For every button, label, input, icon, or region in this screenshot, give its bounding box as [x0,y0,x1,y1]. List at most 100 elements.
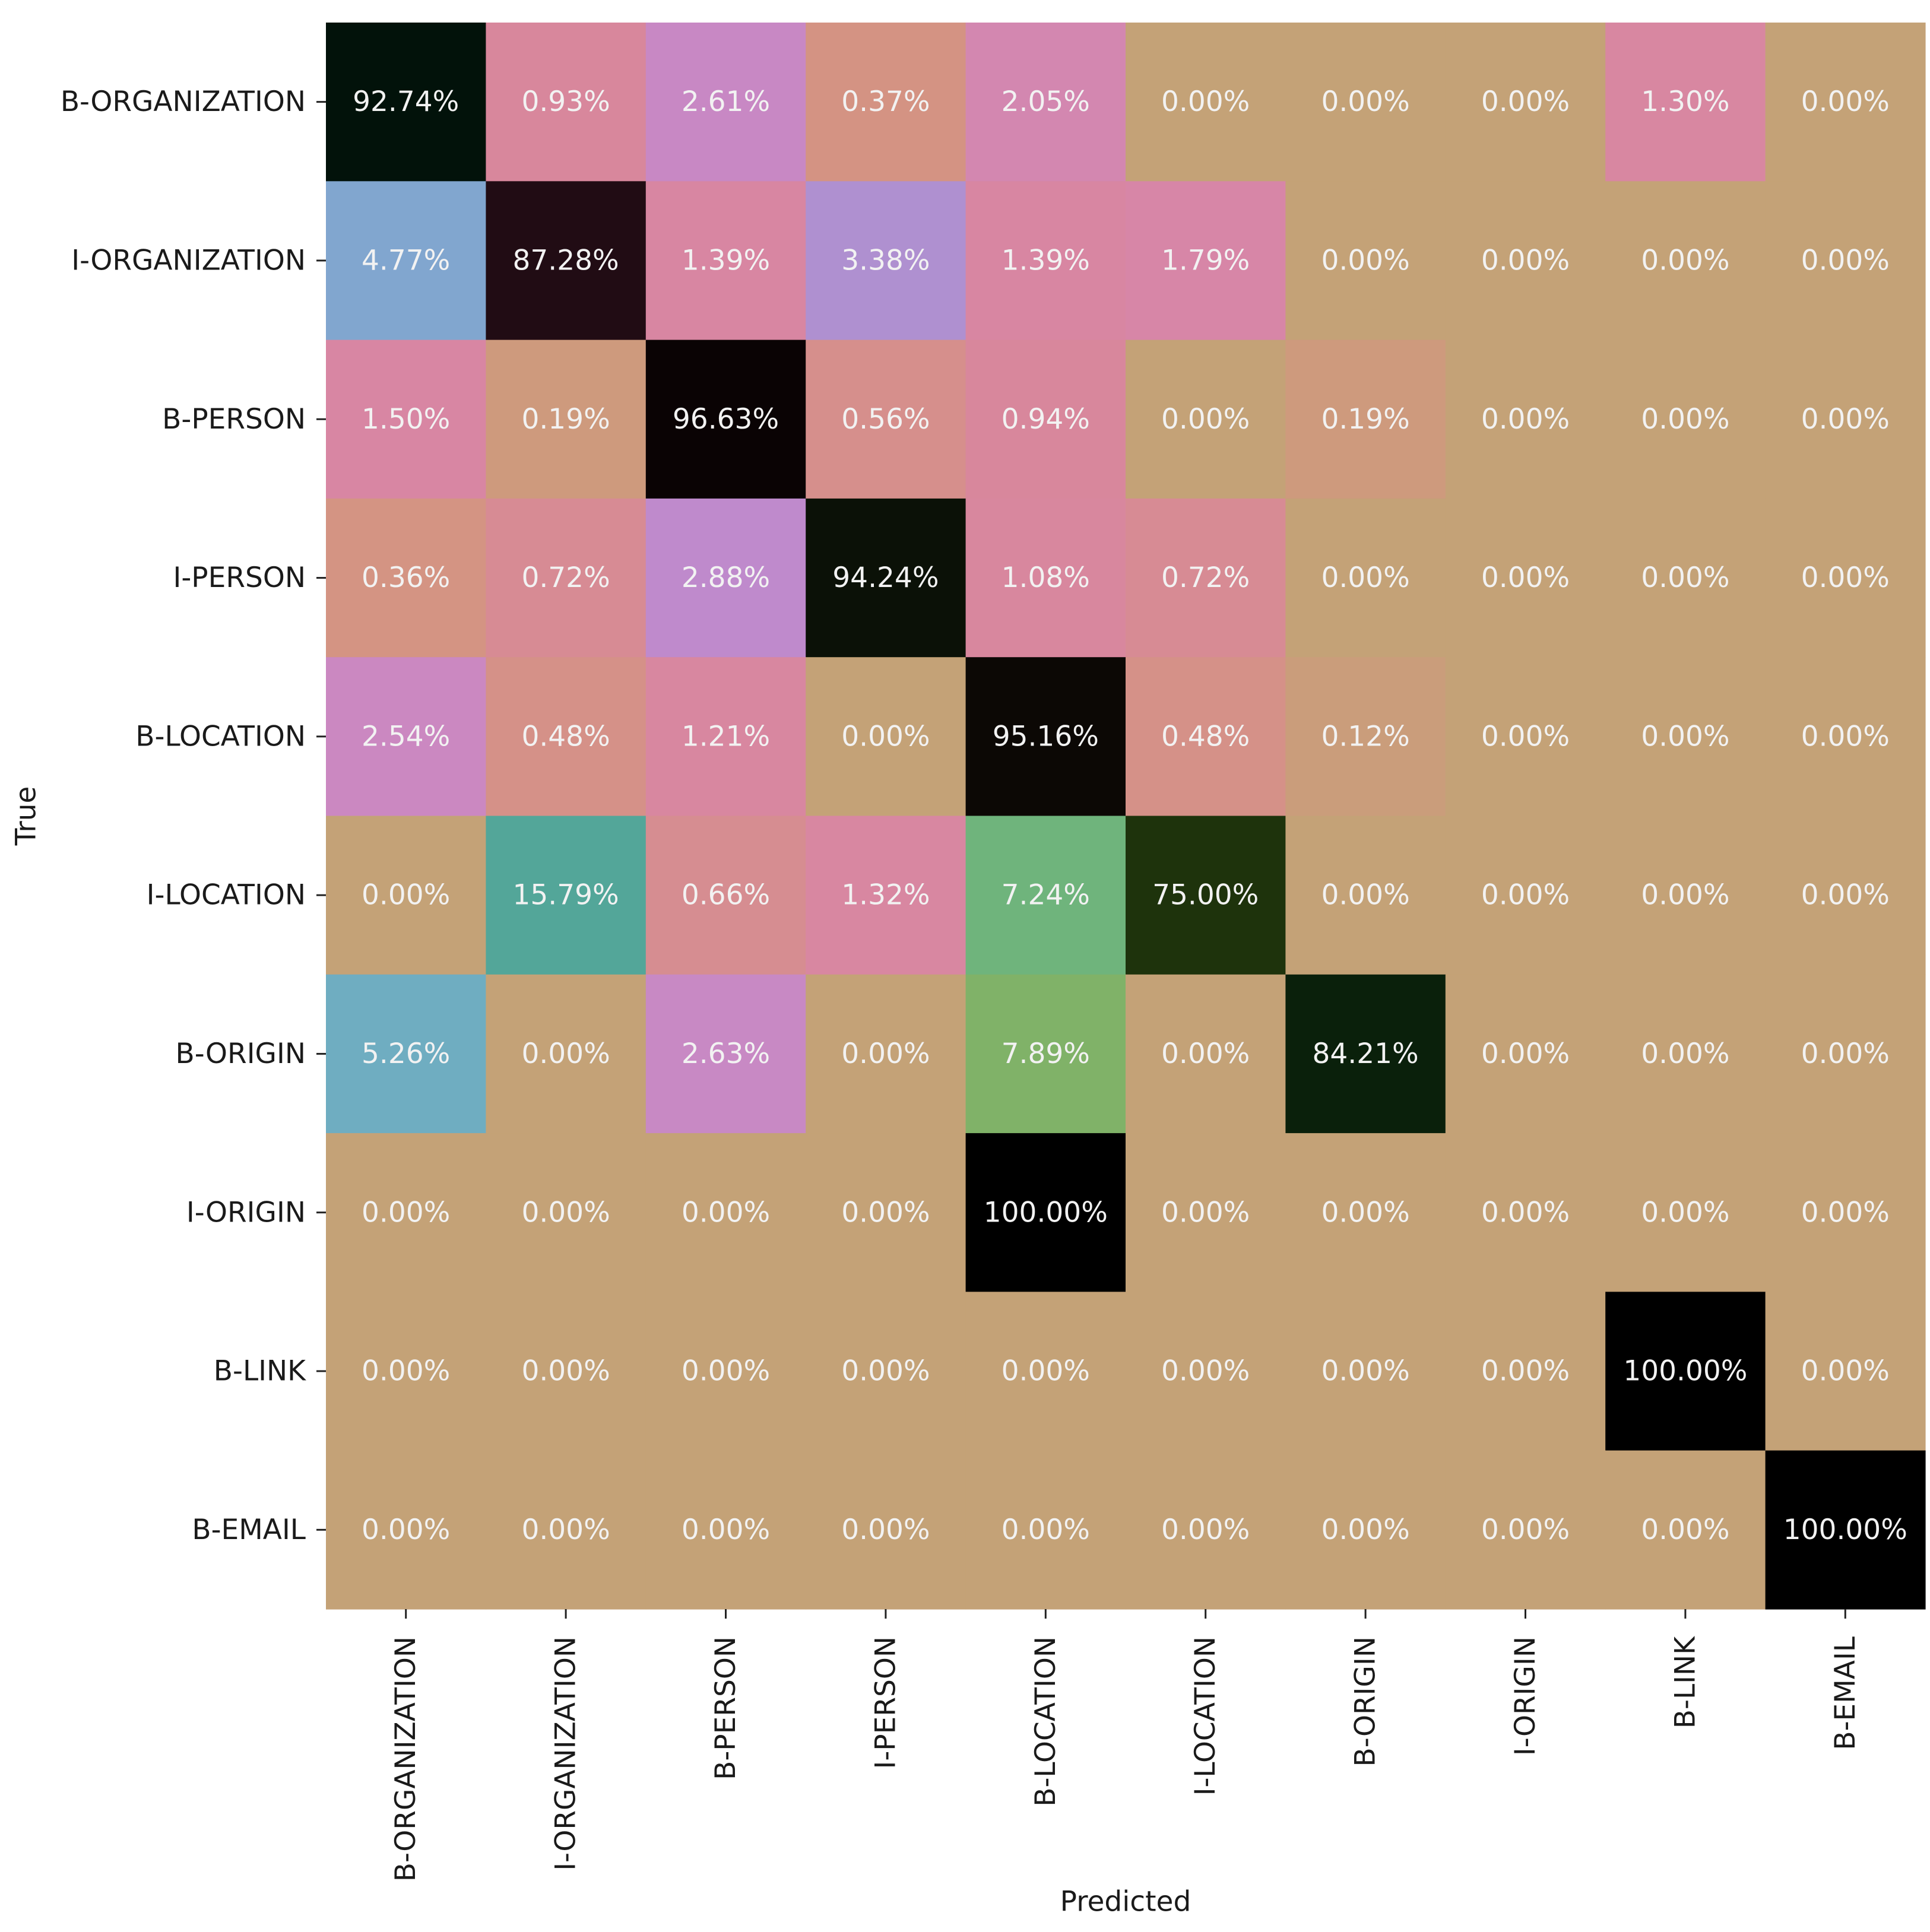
heatmap-cell [1765,23,1926,182]
cell-value-label: 0.00% [521,1038,610,1070]
heatmap-cell [806,657,966,817]
cell-value-label: 100.00% [984,1196,1108,1229]
cell-value-label: 5.26% [362,1038,450,1070]
heatmap-cell [1605,498,1766,658]
heatmap-cell [486,340,646,499]
heatmap-cell [1765,181,1926,341]
heatmap-cell [965,1133,1126,1292]
cell-value-label: 0.00% [1161,1355,1250,1388]
cell-value-label: 0.00% [841,720,930,753]
x-tick-label: I-ORIGIN [1509,1636,1542,1756]
heatmap-cell [965,1450,1126,1610]
cell-value-label: 84.21% [1312,1038,1418,1070]
heatmap-cell [326,816,486,975]
heatmap-cell [1126,1292,1286,1451]
heatmap-cell [486,1450,646,1610]
heatmap-cell [1126,1133,1286,1292]
heatmap-cell [1126,1450,1286,1610]
heatmap-cell [806,1133,966,1292]
heatmap-cell [1765,816,1926,975]
cell-value-label: 0.00% [1321,244,1409,277]
heatmap-cell [1126,816,1286,975]
y-tick-label: B-ORIGIN [176,1038,306,1070]
cell-value-label: 0.00% [1641,561,1729,594]
heatmap-cell [486,1133,646,1292]
cell-value-label: 3.38% [841,244,930,277]
heatmap-cell [1126,498,1286,658]
cell-value-label: 7.89% [1002,1038,1090,1070]
cell-value-label: 2.54% [362,720,450,753]
heatmap-cell [326,974,486,1134]
heatmap-cell [1605,181,1766,341]
heatmap-cell [1445,181,1606,341]
cell-value-label: 2.63% [682,1038,770,1070]
heatmap-cell [645,498,806,658]
heatmap-cell [965,657,1126,817]
cell-value-label: 0.00% [1481,1355,1570,1388]
cell-value-label: 0.00% [841,1038,930,1070]
cell-value-label: 0.00% [1801,879,1890,912]
heatmap-cell [965,181,1126,341]
y-tick-label: I-LOCATION [147,879,306,912]
heatmap-cell [645,1133,806,1292]
heatmap-cell [1285,1450,1446,1610]
heatmap-cell [1445,498,1606,658]
x-tick-label: I-PERSON [869,1636,902,1769]
heatmap-cell [645,816,806,975]
cell-value-label: 0.00% [1481,403,1570,436]
cell-value-label: 0.00% [1161,85,1250,118]
heatmap-cell [645,23,806,182]
heatmap-cell [1126,974,1286,1134]
heatmap-cell [1765,657,1926,817]
x-tick-label: B-ORGANIZATION [389,1636,422,1882]
y-axis-title: True [10,786,43,846]
cell-value-label: 0.00% [682,1355,770,1388]
y-tick-label: B-LINK [214,1355,306,1388]
heatmap-cell [1605,1450,1766,1610]
cell-value-label: 1.08% [1002,561,1090,594]
heatmap-cell [965,340,1126,499]
heatmap-cell [1445,1292,1606,1451]
heatmap-cell [965,1292,1126,1451]
cell-value-label: 0.00% [1161,1514,1250,1546]
heatmap-cell [1765,1292,1926,1451]
y-tick-label: I-ORGANIZATION [71,244,306,277]
cell-value-label: 0.00% [841,1355,930,1388]
cell-value-label: 0.00% [682,1514,770,1546]
cell-value-label: 95.16% [993,720,1099,753]
heatmap-cell [645,657,806,817]
heatmap-cell [326,498,486,658]
cell-value-label: 0.00% [1321,1196,1409,1229]
heatmap-cell [806,340,966,499]
cell-value-label: 94.24% [832,561,939,594]
heatmap-cell [326,23,486,182]
cell-value-label: 4.77% [362,244,450,277]
heatmap-cell [806,974,966,1134]
heatmap-cell [806,498,966,658]
heatmap-cell [806,181,966,341]
cell-value-label: 0.00% [521,1514,610,1546]
y-tick-label: B-ORGANIZATION [61,85,306,118]
cell-value-label: 0.36% [362,561,450,594]
cell-value-label: 0.00% [521,1196,610,1229]
cell-value-label: 0.00% [1801,85,1890,118]
x-axis-title: Predicted [1060,1886,1191,1918]
heatmap-cell [1285,181,1446,341]
heatmap-cell [806,816,966,975]
cell-value-label: 0.94% [1002,403,1090,436]
heatmap-cell [486,498,646,658]
heatmap-cell [965,974,1126,1134]
heatmap-cell [1605,657,1766,817]
heatmap-cell [1126,657,1286,817]
heatmap-cell [486,816,646,975]
cell-value-label: 1.50% [362,403,450,436]
heatmap-cell [1445,1450,1606,1610]
heatmap-cell [1126,23,1286,182]
heatmap-cell [806,1450,966,1610]
cell-value-label: 0.00% [1002,1514,1090,1546]
cell-value-label: 0.00% [362,1196,450,1229]
heatmap-cell [326,181,486,341]
cell-value-label: 0.00% [362,1355,450,1388]
heatmap-cell [806,23,966,182]
heatmap-cell [326,1450,486,1610]
